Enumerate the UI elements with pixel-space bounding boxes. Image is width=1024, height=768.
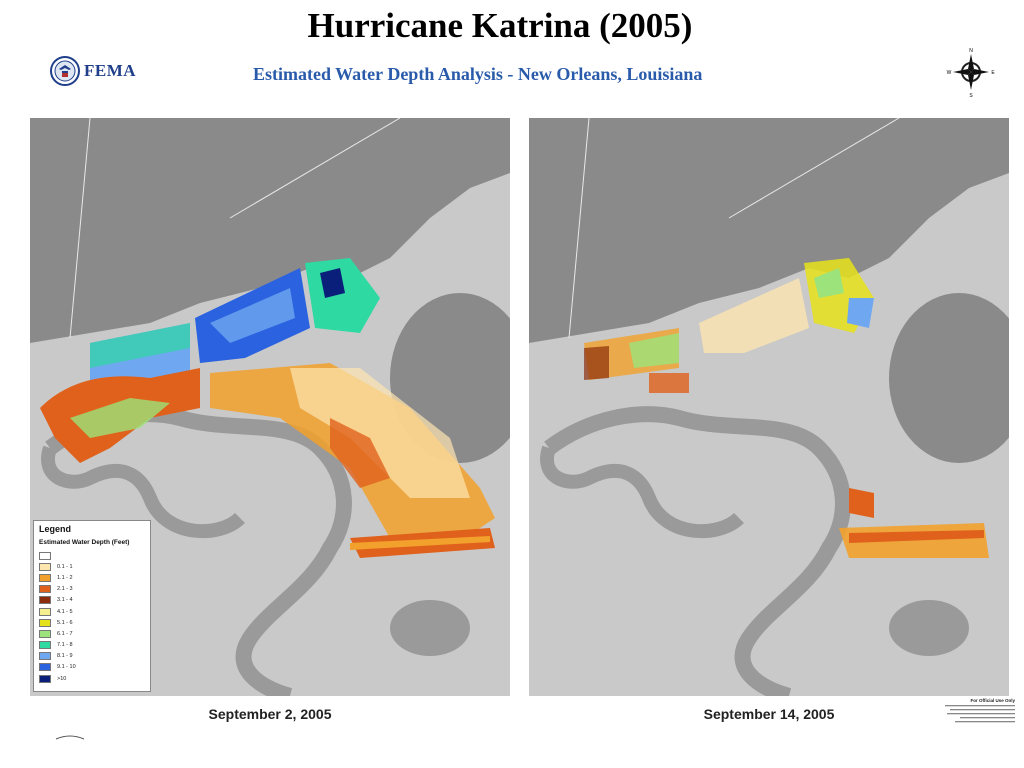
legend-item: 3.1 - 4 — [39, 595, 145, 606]
flood-map-sept-14-image — [529, 118, 1009, 696]
legend-swatch — [39, 562, 51, 571]
legend-subtitle: Estimated Water Depth (Feet) — [39, 539, 130, 546]
causeway-road-2 — [728, 118, 900, 219]
legend-item: 8.1 - 9 — [39, 651, 145, 662]
legend-swatch — [39, 551, 51, 560]
mississippi-river-2 — [544, 406, 851, 696]
flood-zone-center-2 — [649, 373, 689, 393]
flood-map-sept-14 — [529, 118, 1009, 696]
mississippi-river — [45, 406, 352, 696]
legend-swatch — [39, 629, 51, 638]
legend-item: 6.1 - 7 — [39, 628, 145, 639]
legend-item — [39, 550, 145, 561]
river-bend — [41, 445, 245, 539]
lake-borgne-area-2 — [889, 293, 1009, 463]
legend-swatch — [39, 607, 51, 616]
fema-logo: FEMA — [50, 56, 136, 86]
legend-swatch — [39, 618, 51, 627]
legend-item: 7.1 - 8 — [39, 640, 145, 651]
legend-label: 1.1 - 2 — [57, 574, 73, 581]
legend-swatch — [39, 674, 51, 683]
legend-item: 1.1 - 2 — [39, 572, 145, 583]
legend-label: 9.1 - 10 — [57, 664, 76, 671]
legend-item: 0.1 - 1 — [39, 561, 145, 572]
lake-south-2 — [889, 600, 969, 656]
compass-w-label: W — [947, 70, 952, 76]
legend-item: 5.1 - 6 — [39, 617, 145, 628]
map-caption-sept-14: September 14, 2005 — [703, 706, 835, 722]
analysis-title: Estimated Water Depth Analysis - New Orl… — [253, 64, 703, 84]
legend-swatch — [39, 596, 51, 605]
lake-pontchartrain — [30, 118, 510, 343]
legend-swatch — [39, 641, 51, 650]
map-legend: Legend Estimated Water Depth (Feet) 0.1 … — [33, 520, 151, 692]
legend-item: >10 — [39, 673, 145, 684]
fema-seal-icon — [50, 56, 80, 86]
flood-zone-gentilly-2 — [699, 278, 809, 353]
legend-swatch — [39, 585, 51, 594]
map-caption-sept-2: September 2, 2005 — [208, 706, 332, 722]
compass-n-label: N — [969, 48, 973, 54]
legend-label: >10 — [57, 675, 67, 682]
compass-rose-icon: N S E W — [947, 48, 996, 98]
legend-item: 2.1 - 3 — [39, 584, 145, 595]
fema-logo-text: FEMA — [84, 61, 137, 80]
legend-label: 2.1 - 3 — [57, 586, 73, 593]
legend-label: 4.1 - 5 — [57, 608, 73, 615]
legend-label: 8.1 - 9 — [57, 653, 73, 660]
river-bend-2 — [540, 445, 744, 539]
official-use-title: For Official Use Only — [970, 698, 1015, 703]
legend-title: Legend — [39, 524, 72, 534]
causeway-road — [229, 118, 401, 219]
legend-swatch — [39, 573, 51, 582]
official-use-note: For Official Use Only — [925, 698, 1015, 728]
legend-label: 6.1 - 7 — [57, 630, 73, 637]
slide-title: Hurricane Katrina (2005) — [307, 6, 693, 45]
legend-label: 5.1 - 6 — [57, 619, 73, 626]
causeway-bridge — [69, 118, 91, 339]
causeway-bridge-2 — [568, 118, 590, 339]
legend-item: 4.1 - 5 — [39, 606, 145, 617]
legend-label: 7.1 - 8 — [57, 642, 73, 649]
compass-e-label: E — [991, 70, 995, 76]
legend-swatch — [39, 652, 51, 661]
flood-zone-chalmette-2 — [849, 488, 874, 518]
legend-label: 0.1 - 1 — [57, 563, 73, 570]
legend-swatch — [39, 663, 51, 672]
lake-pontchartrain-2 — [529, 118, 1009, 343]
fine-print-block — [945, 705, 1015, 723]
decorative-arc — [55, 735, 85, 740]
legend-label: 3.1 - 4 — [57, 597, 73, 604]
compass-s-label: S — [969, 93, 973, 98]
legend-item: 9.1 - 10 — [39, 662, 145, 673]
lake-south — [390, 600, 470, 656]
